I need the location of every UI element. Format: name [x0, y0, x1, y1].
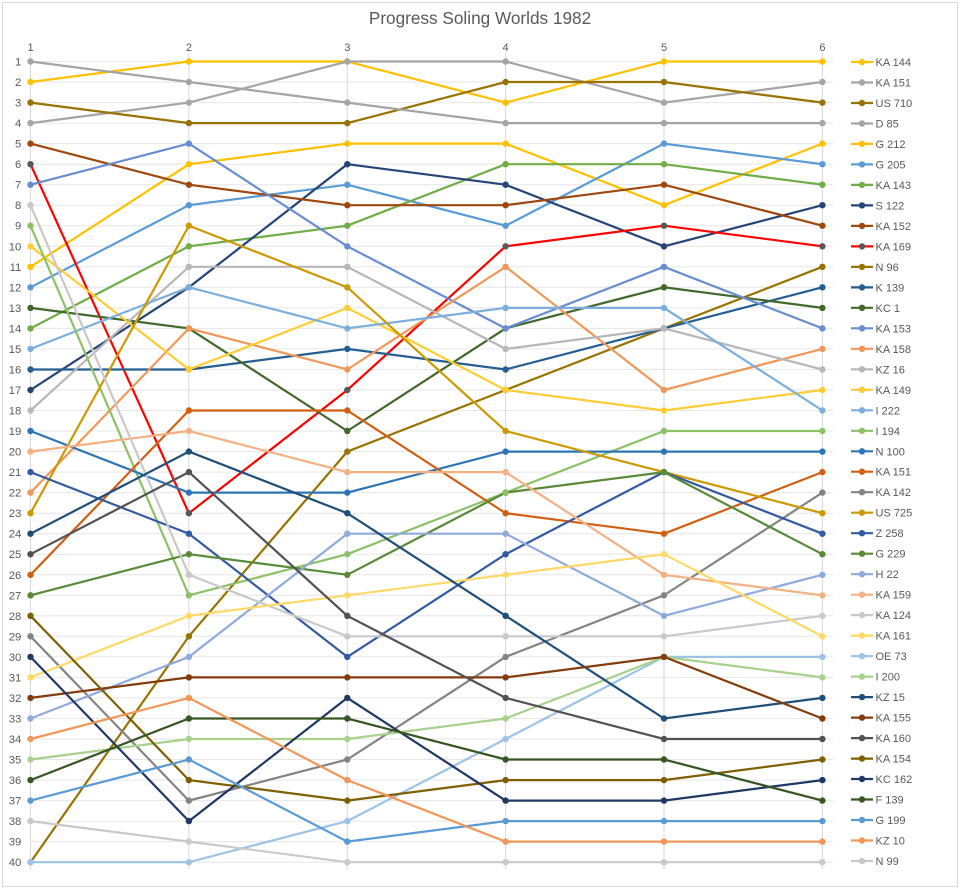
svg-text:39: 39 [9, 837, 22, 849]
svg-text:35: 35 [9, 755, 22, 767]
svg-text:KA 153: KA 153 [876, 323, 911, 335]
svg-text:37: 37 [9, 796, 22, 808]
svg-text:I 194: I 194 [876, 426, 900, 438]
svg-text:G 229: G 229 [876, 549, 906, 561]
svg-text:Z 258: Z 258 [876, 528, 904, 540]
svg-text:D 85: D 85 [876, 119, 899, 131]
svg-text:S 122: S 122 [876, 200, 905, 212]
svg-text:G 205: G 205 [876, 159, 906, 171]
svg-text:KC 162: KC 162 [876, 774, 913, 786]
svg-text:25: 25 [9, 549, 22, 561]
svg-text:12: 12 [9, 282, 22, 294]
svg-text:KA 154: KA 154 [876, 754, 911, 766]
svg-text:5: 5 [15, 139, 21, 151]
svg-text:6: 6 [15, 159, 21, 171]
svg-text:K 139: K 139 [876, 282, 905, 294]
svg-text:3: 3 [344, 42, 350, 54]
svg-text:KA 169: KA 169 [876, 241, 911, 253]
svg-text:KZ 16: KZ 16 [876, 364, 905, 376]
svg-text:4: 4 [15, 118, 21, 130]
svg-text:5: 5 [661, 42, 667, 54]
svg-text:KZ 15: KZ 15 [876, 692, 905, 704]
svg-text:2: 2 [15, 77, 21, 89]
svg-text:4: 4 [503, 42, 509, 54]
svg-text:6: 6 [819, 42, 825, 54]
svg-text:11: 11 [10, 262, 22, 274]
svg-text:22: 22 [9, 488, 22, 500]
svg-text:1: 1 [27, 42, 33, 54]
svg-text:23: 23 [9, 508, 22, 520]
svg-text:38: 38 [9, 816, 22, 828]
svg-text:17: 17 [9, 385, 22, 397]
svg-text:KA 144: KA 144 [876, 57, 911, 69]
svg-text:KC 1: KC 1 [876, 303, 900, 315]
svg-text:US 710: US 710 [876, 98, 913, 110]
svg-text:10: 10 [9, 241, 22, 253]
svg-text:H 22: H 22 [876, 569, 899, 581]
svg-text:I 200: I 200 [876, 672, 900, 684]
svg-text:15: 15 [9, 344, 22, 356]
svg-text:N 96: N 96 [876, 262, 899, 274]
svg-text:8: 8 [15, 200, 21, 212]
svg-text:13: 13 [9, 303, 22, 315]
svg-text:18: 18 [9, 406, 22, 418]
svg-text:KA 151: KA 151 [876, 78, 911, 90]
svg-text:G 199: G 199 [876, 815, 906, 827]
svg-text:N 99: N 99 [876, 856, 899, 868]
svg-text:32: 32 [9, 693, 22, 705]
svg-text:26: 26 [9, 570, 22, 582]
svg-text:G 212: G 212 [876, 139, 906, 151]
svg-text:OE 73: OE 73 [876, 651, 907, 663]
svg-text:33: 33 [9, 714, 22, 726]
svg-text:31: 31 [9, 672, 22, 684]
svg-text:KA 159: KA 159 [876, 590, 911, 602]
svg-text:28: 28 [9, 611, 22, 623]
svg-text:9: 9 [15, 221, 21, 233]
svg-text:KA 124: KA 124 [876, 610, 911, 622]
svg-text:16: 16 [9, 365, 22, 377]
svg-text:21: 21 [9, 467, 22, 479]
svg-text:I 222: I 222 [876, 405, 900, 417]
svg-text:27: 27 [9, 590, 22, 602]
svg-text:24: 24 [9, 529, 22, 541]
svg-text:KA 158: KA 158 [876, 344, 911, 356]
svg-text:19: 19 [9, 426, 22, 438]
svg-text:KA 161: KA 161 [876, 631, 911, 643]
svg-text:2: 2 [186, 42, 192, 54]
svg-text:Progress Soling Worlds 1982: Progress Soling Worlds 1982 [369, 8, 591, 28]
svg-text:N 100: N 100 [876, 446, 905, 458]
svg-text:KA 152: KA 152 [876, 221, 911, 233]
svg-text:KA 160: KA 160 [876, 733, 911, 745]
svg-text:36: 36 [9, 775, 22, 787]
svg-text:1: 1 [15, 57, 21, 69]
svg-text:14: 14 [9, 323, 22, 335]
svg-text:20: 20 [9, 447, 22, 459]
svg-text:KA 151: KA 151 [876, 467, 911, 479]
svg-text:40: 40 [9, 857, 22, 869]
svg-text:KA 142: KA 142 [876, 487, 911, 499]
svg-text:F 139: F 139 [876, 795, 904, 807]
svg-text:US 725: US 725 [876, 508, 913, 520]
svg-text:30: 30 [9, 652, 22, 664]
svg-text:7: 7 [15, 180, 21, 192]
svg-text:KZ 10: KZ 10 [876, 836, 905, 848]
svg-text:KA 155: KA 155 [876, 713, 911, 725]
svg-text:34: 34 [9, 734, 22, 746]
svg-text:29: 29 [9, 631, 22, 643]
svg-text:KA 149: KA 149 [876, 385, 911, 397]
svg-text:3: 3 [15, 98, 21, 110]
svg-text:KA 143: KA 143 [876, 180, 911, 192]
